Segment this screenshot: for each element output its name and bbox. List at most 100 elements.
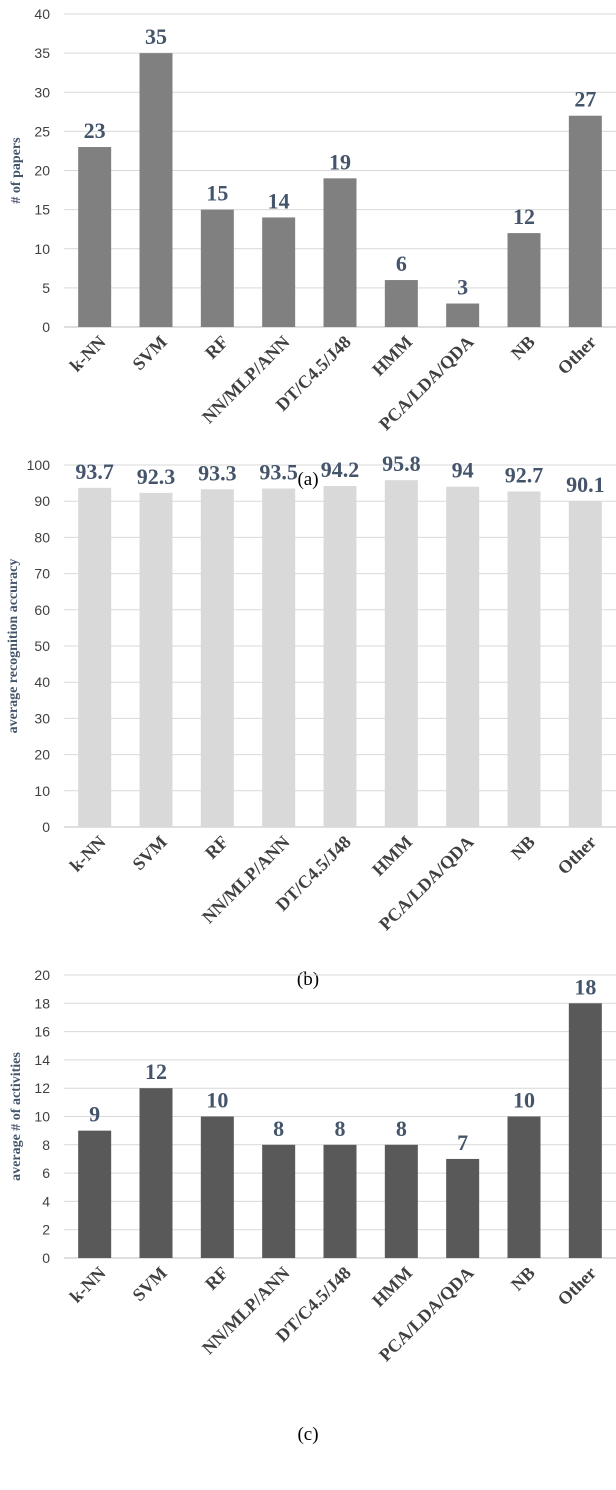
bar-svm xyxy=(139,1088,173,1258)
y-axis-title: average # of activities xyxy=(9,1052,24,1181)
data-label: 8 xyxy=(273,1116,284,1141)
y-tick-label: 70 xyxy=(34,566,50,582)
category-label: RF xyxy=(201,832,232,863)
y-tick-label: 30 xyxy=(34,710,50,726)
data-label: 90.1 xyxy=(566,472,605,497)
bar-k-nn xyxy=(78,1130,112,1258)
y-axis-title: average recognition accuracy xyxy=(6,559,21,734)
category-label: Other xyxy=(554,1263,601,1310)
data-label: 93.7 xyxy=(75,459,114,484)
panel-caption: (c) xyxy=(297,1424,318,1445)
bar-nn-mlp-ann xyxy=(262,488,296,827)
y-tick-label: 15 xyxy=(34,202,50,218)
y-tick-label: 10 xyxy=(34,1109,50,1125)
data-label: 10 xyxy=(513,1088,535,1113)
bar-nb xyxy=(507,491,541,827)
y-tick-label: 90 xyxy=(34,493,50,509)
data-label: 35 xyxy=(145,24,167,49)
data-label: 8 xyxy=(335,1116,346,1141)
category-label: HMM xyxy=(368,332,416,380)
bar-k-nn xyxy=(78,147,112,327)
y-tick-label: 50 xyxy=(34,638,50,654)
y-tick-label: 80 xyxy=(34,529,50,545)
data-label: 92.3 xyxy=(137,464,176,489)
y-tick-label: 4 xyxy=(42,1193,50,1209)
category-label: Other xyxy=(554,332,601,379)
y-tick-label: 12 xyxy=(34,1080,50,1096)
data-label: 19 xyxy=(329,149,351,174)
y-tick-label: 18 xyxy=(34,995,50,1011)
bar-pca-lda-qda xyxy=(446,486,480,827)
y-tick-label: 0 xyxy=(42,819,50,835)
data-label: 94 xyxy=(452,458,474,483)
y-tick-label: 20 xyxy=(34,747,50,763)
category-label: RF xyxy=(201,332,232,363)
bar-nb xyxy=(507,1116,541,1258)
y-tick-label: 25 xyxy=(34,123,50,139)
category-label: RF xyxy=(201,1263,232,1294)
category-label: NB xyxy=(507,332,539,364)
bar-nn-mlp-ann xyxy=(262,1144,296,1258)
panel-caption: (a) xyxy=(297,469,318,490)
category-label: SVM xyxy=(128,832,170,874)
data-label: 12 xyxy=(145,1059,167,1084)
category-label: NB xyxy=(507,1263,539,1295)
bar-rf xyxy=(200,209,234,327)
data-label: 23 xyxy=(84,118,106,143)
y-tick-label: 40 xyxy=(34,674,50,690)
panel-caption: (b) xyxy=(297,969,319,990)
y-tick-label: 0 xyxy=(42,1250,50,1266)
bar-other xyxy=(568,500,602,827)
data-label: 10 xyxy=(206,1088,228,1113)
y-tick-label: 0 xyxy=(42,319,50,335)
data-label: 18 xyxy=(574,974,596,999)
y-tick-label: 8 xyxy=(42,1137,50,1153)
bar-nb xyxy=(507,233,541,327)
y-tick-label: 20 xyxy=(34,967,50,983)
y-tick-label: 14 xyxy=(34,1052,50,1068)
data-label: 7 xyxy=(457,1130,468,1155)
category-label: k-NN xyxy=(66,832,110,876)
data-label: 14 xyxy=(268,188,290,213)
bar-pca-lda-qda xyxy=(446,1158,480,1258)
bar-pca-lda-qda xyxy=(446,303,480,327)
data-label: 3 xyxy=(457,275,468,300)
y-tick-label: 5 xyxy=(42,280,50,296)
bar-dt-c4-5-j48 xyxy=(323,178,357,327)
y-tick-label: 10 xyxy=(34,783,50,799)
bar-svm xyxy=(139,492,173,827)
y-tick-label: 30 xyxy=(34,84,50,100)
bar-k-nn xyxy=(78,487,112,827)
bar-rf xyxy=(200,1116,234,1258)
y-tick-label: 6 xyxy=(42,1165,50,1181)
data-label: 9 xyxy=(89,1102,100,1127)
bar-other xyxy=(568,115,602,327)
data-label: 6 xyxy=(396,251,407,276)
bar-hmm xyxy=(384,1144,418,1258)
bar-dt-c4-5-j48 xyxy=(323,485,357,827)
y-tick-label: 35 xyxy=(34,45,50,61)
bar-dt-c4-5-j48 xyxy=(323,1144,357,1258)
category-label: SVM xyxy=(128,332,170,374)
y-tick-label: 16 xyxy=(34,1024,50,1040)
bar-other xyxy=(568,1003,602,1258)
category-label: HMM xyxy=(368,1263,416,1311)
bar-svm xyxy=(139,53,173,327)
bar-hmm xyxy=(384,280,418,327)
y-tick-label: 20 xyxy=(34,163,50,179)
data-label: 15 xyxy=(206,181,228,206)
category-label: SVM xyxy=(128,1263,170,1305)
data-label: 27 xyxy=(574,87,596,112)
category-label: NB xyxy=(507,832,539,864)
y-tick-label: 10 xyxy=(34,241,50,257)
data-label: 12 xyxy=(513,204,535,229)
bar-hmm xyxy=(384,480,418,827)
category-label: k-NN xyxy=(66,1263,110,1307)
data-label: 8 xyxy=(396,1116,407,1141)
category-label: HMM xyxy=(368,832,416,880)
y-tick-label: 40 xyxy=(34,6,50,22)
y-tick-label: 100 xyxy=(27,457,51,473)
data-label: 93.3 xyxy=(198,460,237,485)
data-label: 94.2 xyxy=(321,457,360,482)
category-label: k-NN xyxy=(66,332,110,376)
